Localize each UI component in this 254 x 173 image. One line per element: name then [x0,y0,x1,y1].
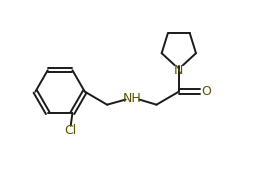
Text: NH: NH [122,92,141,105]
Text: O: O [201,85,211,98]
Text: Cl: Cl [65,124,77,137]
Text: N: N [174,64,183,77]
